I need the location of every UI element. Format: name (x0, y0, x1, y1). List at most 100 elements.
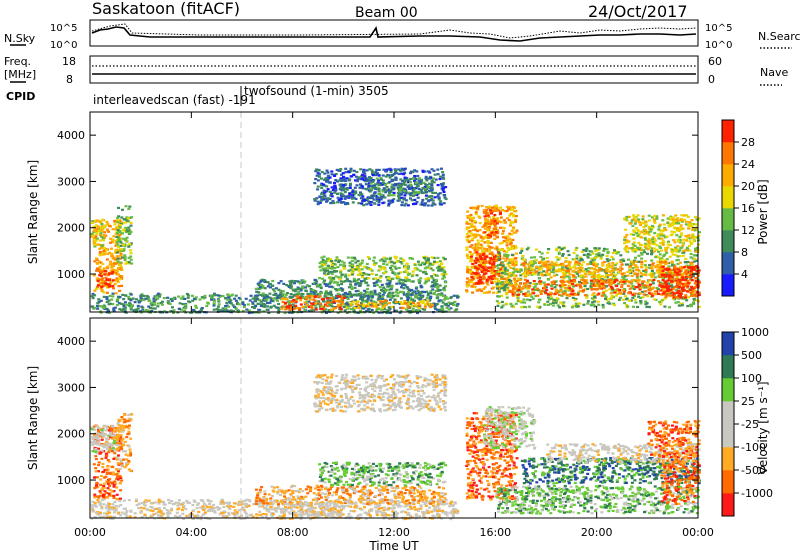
echo-cell (412, 194, 415, 197)
echo-cell (349, 301, 353, 304)
echo-cell (578, 280, 581, 284)
echo-cell (418, 304, 422, 307)
echo-cell (402, 198, 406, 201)
echo-cell (91, 305, 95, 308)
echo-cell (548, 298, 552, 301)
echo-cell (93, 238, 97, 241)
echo-cell (399, 178, 403, 181)
echo-cell (654, 266, 658, 269)
echo-cell (349, 293, 353, 297)
echo-cell (543, 290, 547, 293)
echo-cell (434, 191, 438, 195)
echo-cell (122, 218, 126, 221)
echo-cell (171, 306, 174, 309)
echo-cell (411, 310, 415, 313)
echo-cell (298, 287, 302, 290)
echo-cell (551, 304, 555, 307)
echo-cell (438, 177, 442, 181)
echo-cell (514, 284, 518, 287)
echo-cell (381, 174, 385, 177)
echo-cell (333, 191, 337, 194)
echo-cell (425, 296, 429, 300)
echo-cell (304, 289, 308, 292)
echo-cell (414, 187, 418, 190)
echo-cell (326, 179, 330, 182)
echo-cell (622, 278, 626, 281)
echo-cell (407, 180, 411, 183)
echo-cell (136, 307, 140, 310)
echo-cell (514, 246, 518, 249)
echo-cell (539, 292, 543, 295)
echo-cell (365, 197, 369, 201)
echo-cell (96, 277, 100, 280)
echo-cell (595, 288, 599, 291)
echo-cell (342, 184, 346, 187)
echo-cell (320, 177, 323, 180)
echo-cell (170, 310, 174, 313)
echo-cell (335, 289, 339, 292)
echo-cell (103, 273, 107, 276)
echo-cell (410, 199, 414, 202)
echo-cell (279, 289, 282, 292)
echo-cell (437, 196, 441, 199)
echo-cell (116, 249, 120, 252)
echo-cell (384, 303, 388, 307)
echo-cell (394, 267, 398, 270)
echo-cell (567, 276, 571, 279)
echo-cell (412, 305, 416, 308)
echo-cell (511, 244, 514, 247)
echo-cell (122, 228, 126, 231)
echo-cell (372, 282, 376, 285)
echo-cell (361, 187, 365, 190)
echo-cell (639, 302, 643, 305)
echo-cell (634, 256, 637, 259)
echo-cell (358, 309, 362, 312)
echo-cell (385, 276, 389, 279)
echo-cell (428, 177, 431, 180)
echo-cell (367, 185, 371, 188)
echo-cell (102, 304, 106, 307)
echo-cell (473, 265, 477, 268)
echo-cell (648, 264, 651, 267)
echo-cell (116, 257, 120, 260)
echo-cell (540, 272, 544, 275)
echo-cell (417, 187, 421, 190)
echo-cell (469, 260, 472, 263)
echo-cell (349, 169, 353, 172)
echo-cell (266, 301, 269, 305)
echo-cell (406, 267, 410, 270)
echo-cell (332, 281, 336, 284)
echo-cell (432, 181, 436, 184)
echo-cell (301, 296, 305, 300)
echo-cell (568, 265, 571, 268)
echo-cell (120, 284, 124, 287)
echo-cell (262, 305, 266, 308)
echo-cell (119, 220, 123, 224)
echo-cell (431, 269, 435, 272)
echo-cell (538, 277, 541, 280)
echo-cell (325, 190, 329, 193)
echo-cell (661, 279, 665, 282)
echo-cell (357, 269, 361, 272)
echo-cell (358, 304, 362, 307)
echo-cell (390, 284, 394, 287)
echo-cell (421, 191, 425, 194)
echo-cell (183, 297, 187, 300)
echo-cell (505, 302, 509, 305)
echo-cell (555, 284, 559, 287)
noise-left-tick-top: 10^5 (50, 23, 77, 34)
echo-cell (319, 303, 323, 307)
echo-cell (413, 267, 417, 270)
echo-cell (490, 259, 494, 262)
echo-cell (276, 299, 279, 302)
echo-cell (602, 284, 606, 287)
echo-cell (471, 291, 475, 294)
echo-cell (366, 295, 370, 298)
echo-cell (379, 177, 383, 180)
echo-cell (345, 302, 349, 305)
echo-cell (685, 246, 689, 249)
echo-cell (306, 295, 310, 298)
echo-cell (495, 300, 499, 303)
echo-cell (114, 244, 118, 247)
echo-cell (328, 301, 332, 304)
